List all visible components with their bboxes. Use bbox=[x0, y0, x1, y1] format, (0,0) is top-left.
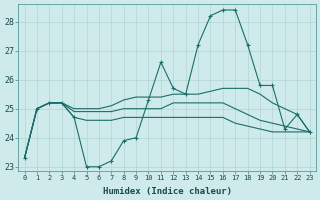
X-axis label: Humidex (Indice chaleur): Humidex (Indice chaleur) bbox=[103, 187, 232, 196]
